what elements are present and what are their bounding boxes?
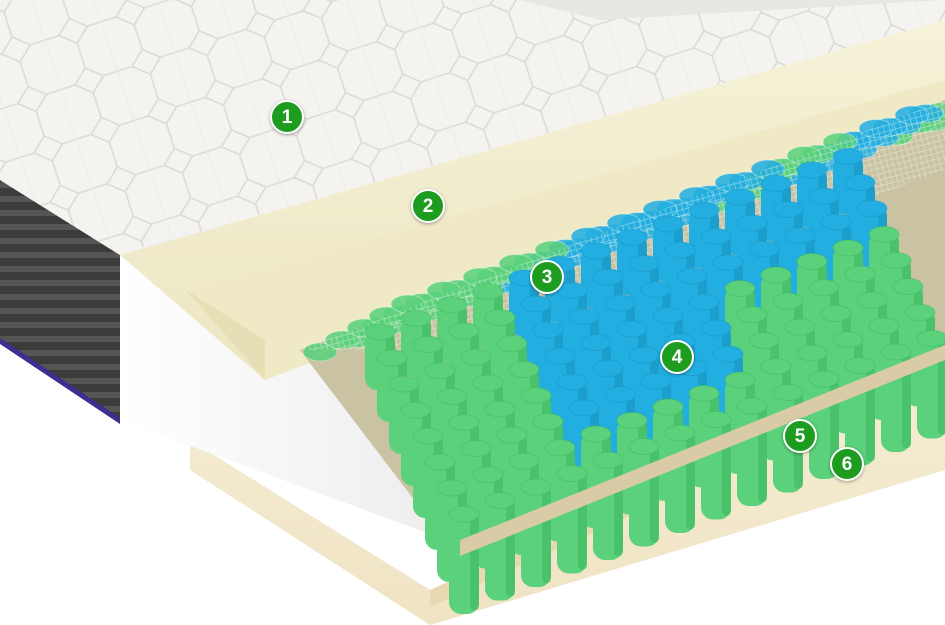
layer-marker-2[interactable]: 2 [411,189,445,223]
layer-marker-label: 2 [422,195,434,217]
layer-marker-label: 4 [671,346,683,368]
layer-marker-5[interactable]: 5 [783,419,817,453]
layer-marker-label: 5 [794,425,806,447]
pocket-spring [448,505,480,614]
pocket-spring [880,343,912,452]
quilted-cover-layer [0,0,945,255]
layer-marker-4[interactable]: 4 [660,340,694,374]
pocket-spring [592,451,624,560]
layer-marker-3[interactable]: 3 [530,260,564,294]
pocket-spring-layer [364,148,945,614]
pocket-spring [700,411,732,520]
layer-marker-label: 3 [541,266,553,288]
pocket-spring [628,438,660,547]
pocket-spring [520,478,552,587]
pocket-spring [484,492,516,601]
side-piping [0,338,120,424]
spring-base-strip [460,345,945,556]
pocket-spring [664,424,696,533]
layer-marker-1[interactable]: 1 [270,100,304,134]
pocket-spring [736,397,768,506]
layer-marker-label: 1 [281,106,293,128]
pocket-spring [556,465,588,574]
layer-marker-6[interactable]: 6 [830,447,864,481]
layer-marker-label: 6 [841,453,853,475]
